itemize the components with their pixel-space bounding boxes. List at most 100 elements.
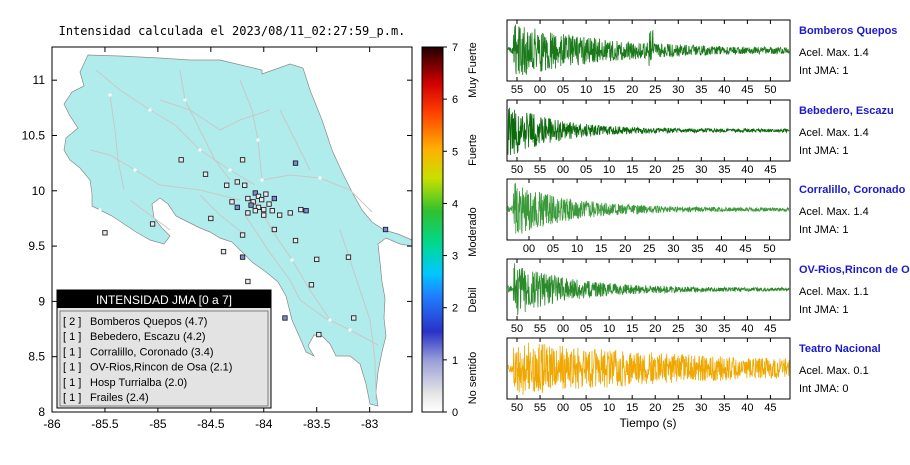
station-title: Bebedero, Escazu [799,105,894,117]
station-marker [242,182,248,188]
waveform-x-tick-label: 25 [672,164,684,176]
colorbar-category-label: No sentido [467,352,479,405]
waveform-x-tick-label: 40 [741,402,753,414]
waveform-x-tick-label: 50 [763,243,775,255]
station-marker [149,221,156,227]
town-dot [228,168,232,172]
map-y-tick-label: 9.5 [28,239,45,253]
waveform-trace [507,183,790,234]
road-line [159,99,271,131]
station-marker [255,193,262,199]
town-dot [183,98,187,102]
map-x-tick-label: -83.5 [303,417,331,431]
waveform-x-tick-label: 10 [603,402,615,414]
station-jma-intensity: Int JMA: 1 [799,145,849,157]
station-marker [220,248,227,255]
legend-item-level: [ 1 ] [63,331,81,343]
colorbar-tick-label: 0 [452,407,458,419]
waveform-x-tick-label: 20 [649,164,661,176]
town-dot [290,258,294,262]
station-title: OV-Rios,Rincon de Osa [799,264,910,276]
waveform-panel: 50 55 00 05 10 15 20 25 30 35 40 45 OV-Rios,Rincon d… [506,258,910,335]
waveform-x-tick-label: 35 [718,164,730,176]
legend-item-name: Frailes (2.4) [90,392,149,404]
legend-item-level: [ 1 ] [63,392,81,404]
waveform-x-tick-label: 45 [739,243,751,255]
station-title: Bomberos Quepos [799,25,897,37]
station-marker [234,204,240,211]
colorbar-category-label: Moderado [467,207,479,257]
station-marker [224,182,230,188]
waveform-x-tick-label: 45 [764,402,776,414]
waveform-x-tick-label: 15 [595,243,607,255]
colorbar-gradient [421,46,444,413]
waveform-x-tick-label: 50 [764,84,776,96]
waveform-x-tick-label: 05 [580,402,592,414]
intensity-colorbar: 0 1 2 3 4 5 6 7 No sentido Debil Moderado Fuerte Mu… [421,42,479,419]
waveform-x-tick-label: 15 [603,84,615,96]
waveform-x-tick-label: 05 [580,164,592,176]
station-marker [298,206,304,213]
road-line [279,109,311,171]
station-marker [292,160,299,166]
colorbar-labels: No sentido Debil Moderado Fuerte Muy Fuerte [467,42,479,404]
station-marker [261,212,267,218]
map-y-tick-label: 8.5 [28,350,45,364]
waveform-x-tick-label: 55 [534,164,546,176]
map-y-tick-label: 9 [38,294,45,308]
station-marker [263,191,269,197]
station-marker [239,157,246,163]
legend-header [57,290,271,308]
town-dot [260,178,264,182]
station-marker [178,157,184,163]
waveform-x-tick-label: 30 [695,402,707,414]
town-dot [198,148,202,152]
legend-item-name: Corralillo, Coronado (3.4) [90,346,214,358]
waveform-x-tick-label: 10 [571,243,583,255]
waveform-x-tick-label: 55 [534,323,546,335]
map-x-axis: -86 -85.5 -85 -84.5 -84 -83.5 -83 [43,47,379,431]
waveform-x-tick-label: 40 [741,323,753,335]
road-line [199,194,246,236]
station-marker [252,190,258,196]
map-y-tick-label: 8 [38,405,45,419]
waveform-x-tick-label: 30 [667,243,679,255]
waveform-x-tick-label: 10 [580,84,592,96]
map-y-tick-label: 10.5 [22,128,46,142]
station-marker [287,210,293,216]
map-x-tick-label: -85 [149,417,167,431]
map-x-tick-label: -83 [361,417,379,431]
road-line [109,94,125,191]
station-peak-accel: Acel. Max. 1.4 [799,47,869,59]
colorbar-tick-label: 5 [452,146,458,158]
map-title: Intensidad calculada el 2023/08/11_02:27… [59,24,406,38]
intensity-legend: INTENSIDAD JMA [0 a 7] [ 2 ] Bomberos Que… [56,289,272,409]
colorbar-ticks: 0 1 2 3 4 5 6 7 [443,42,458,419]
colorbar-tick-label: 7 [452,42,458,54]
waveform-panel: 55 00 05 10 15 20 25 30 35 40 45 50 Bomberos Quepos A… [506,19,897,96]
waveform-x-tick-label: 40 [741,164,753,176]
colorbar-tick-label: 1 [452,355,458,367]
legend-items: [ 2 ] Bomberos Quepos (4.7) [ 1 ] Bebedero,… [63,316,232,404]
town-dot [133,168,137,172]
waveform-x-tick-label: 25 [643,243,655,255]
legend-item-level: [ 1 ] [63,346,81,358]
station-marker [248,202,254,208]
waveform-x-tick-label: 35 [718,402,730,414]
map-x-tick-label: -86 [43,417,61,431]
colorbar-tick-label: 2 [452,303,458,315]
waveform-trace [507,342,790,396]
station-marker [316,331,322,338]
map-x-tick-label: -84.5 [197,417,225,431]
legend-item-name: Hosp Turrialba (2.0) [90,377,187,389]
waveform-x-tick-label: 30 [695,323,707,335]
station-jma-intensity: Int JMA: 0 [799,383,849,395]
legend-item-level: [ 2 ] [63,316,81,328]
waveform-x-tick-label: 55 [511,84,523,96]
waveform-x-tick-label: 50 [511,323,523,335]
waveform-x-tick-label: 25 [672,402,684,414]
road-network [89,69,379,401]
station-marker [276,212,283,218]
waveform-x-tick-label: 35 [695,84,707,96]
